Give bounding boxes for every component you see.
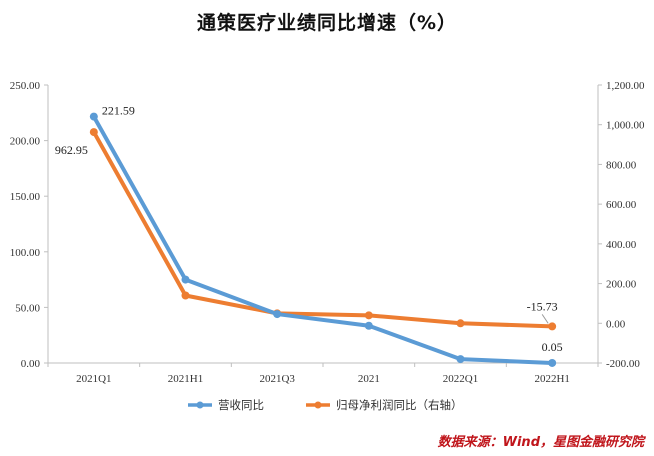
series-0-point <box>273 310 282 319</box>
series-layer <box>89 112 557 367</box>
series-1-point <box>364 311 373 320</box>
source-note: 数据来源：Wind，星图金融研究院 <box>437 435 644 450</box>
legend-swatch-point <box>314 401 322 409</box>
chart-title: 通策医疗业绩同比增速（%） <box>196 12 458 34</box>
right-tick-label: 800.00 <box>606 159 637 171</box>
legend-swatch-point <box>196 401 204 409</box>
left-axis-ticks: 0.00 50.00 100.00 150.00 200.00 250.00 <box>10 80 48 370</box>
right-tick-label: 1,200.00 <box>606 80 645 92</box>
x-tick-label: 2022H1 <box>534 373 569 385</box>
data-labels: 221.59 962.95 -15.73 0.05 <box>55 104 563 354</box>
x-tick-label: 2021H1 <box>168 373 203 385</box>
left-tick-label: 0.00 <box>21 358 41 370</box>
left-tick-label: 200.00 <box>10 136 41 148</box>
x-tick-label: 2021Q1 <box>76 373 111 385</box>
right-tick-label: 0.00 <box>606 318 626 330</box>
right-tick-label: 200.00 <box>606 279 637 291</box>
series-1-point <box>89 128 98 137</box>
data-label-leader <box>541 314 549 324</box>
series-0-point <box>89 112 98 121</box>
left-tick-label: 100.00 <box>10 247 41 259</box>
x-tick-label: 2021 <box>358 373 380 385</box>
x-axis-ticks: 2021Q1 2021H1 2021Q3 2021 2022Q1 2022H1 <box>47 363 599 385</box>
left-tick-label: 50.00 <box>15 302 40 314</box>
right-tick-label: -200.00 <box>606 358 640 370</box>
series-0-point <box>456 355 465 364</box>
series-line-1 <box>91 130 555 329</box>
data-label: 962.95 <box>55 143 88 157</box>
data-label: 221.59 <box>102 104 135 118</box>
legend-label: 营收同比 <box>218 398 264 412</box>
right-tick-label: 400.00 <box>606 239 637 251</box>
series-1-point <box>181 291 190 300</box>
left-tick-label: 150.00 <box>10 191 41 203</box>
series-0-point <box>364 321 373 330</box>
right-axis-ticks: -200.00 0.00 200.00 400.00 600.00 800.00 1,000… <box>598 80 645 370</box>
series-0-point <box>548 358 557 367</box>
right-tick-label: 1,000.00 <box>606 120 645 132</box>
series-1-point <box>456 319 465 328</box>
series-line-0 <box>91 114 555 365</box>
x-tick-label: 2022Q1 <box>443 373 478 385</box>
data-label: -15.73 <box>527 299 558 313</box>
x-tick-label: 2021Q3 <box>259 373 295 385</box>
left-tick-label: 250.00 <box>10 80 41 92</box>
legend-label: 归母净利润同比（右轴） <box>336 398 463 412</box>
legend: 营收同比 归母净利润同比（右轴） <box>188 398 463 412</box>
right-tick-label: 600.00 <box>606 199 637 211</box>
series-1-point <box>548 322 557 331</box>
series-0-point <box>181 275 190 284</box>
data-label: 0.05 <box>542 340 563 354</box>
